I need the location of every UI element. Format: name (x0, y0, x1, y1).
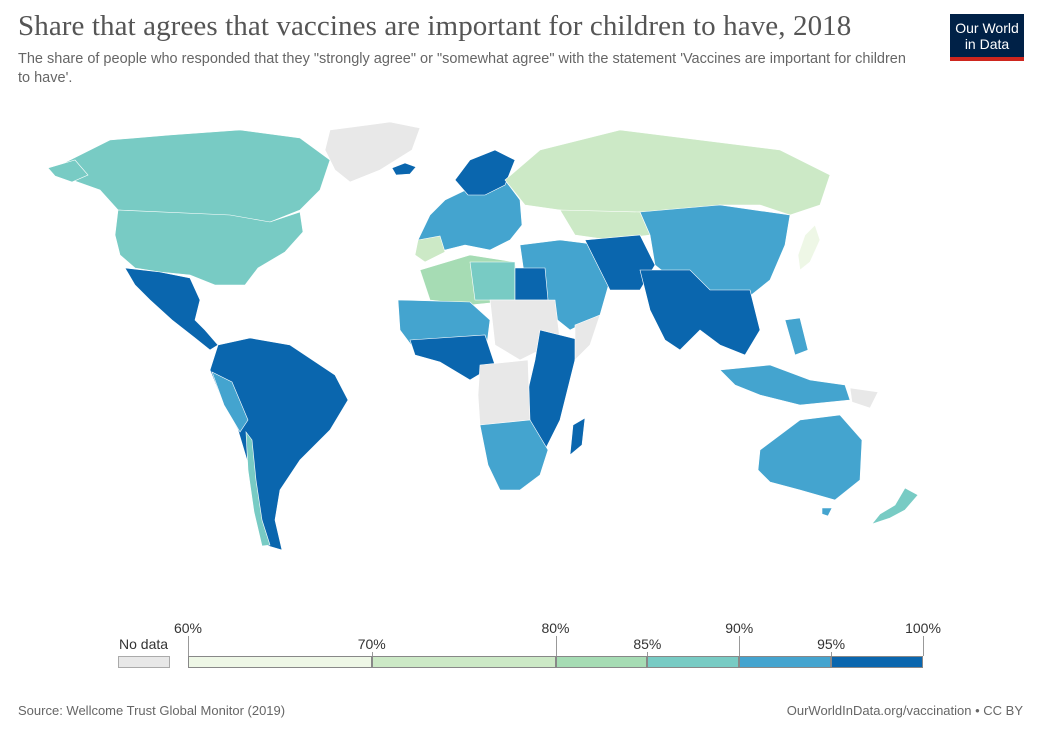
region-libya[interactable] (469, 261, 516, 301)
region-iberia[interactable] (414, 235, 446, 263)
region-tasmania[interactable] (821, 507, 833, 517)
region-japan[interactable] (797, 224, 821, 271)
chart-title: Share that agrees that vaccines are impo… (18, 10, 852, 42)
source-url[interactable]: OurWorldInData.org/vaccination • CC BY (786, 703, 1023, 718)
region-greenland[interactable] (324, 121, 421, 183)
region-south-america[interactable] (209, 337, 349, 551)
region-madagascar[interactable] (569, 417, 586, 456)
region-russia[interactable] (504, 129, 831, 216)
region-europe[interactable] (417, 179, 523, 256)
region-papua-new-guinea[interactable] (849, 387, 879, 409)
legend-tick-line (647, 652, 649, 656)
logo-line-1: Our World (955, 20, 1019, 36)
world-map (47, 121, 919, 551)
logo-line-2: in Data (964, 36, 1010, 52)
legend-tick-label: 70% (357, 636, 386, 652)
region-indonesia[interactable] (719, 364, 851, 406)
region-india[interactable] (639, 269, 761, 356)
source-note: Source: Wellcome Trust Global Monitor (2… (18, 703, 286, 718)
legend-tick-line (555, 636, 557, 656)
legend-bin-5[interactable] (739, 656, 832, 668)
legend-tick-line (923, 636, 924, 656)
region-egypt[interactable] (514, 267, 549, 301)
legend-tick-label: 95% (817, 636, 846, 652)
region-peru[interactable] (211, 371, 249, 433)
region-central-africa[interactable] (477, 359, 531, 431)
legend-tick-line (188, 636, 189, 656)
owid-logo[interactable]: Our World in Data (950, 14, 1024, 61)
legend-tick-label: 100% (905, 620, 941, 636)
legend-tick-label: 90% (725, 620, 754, 636)
legend-tick-line (371, 652, 373, 656)
region-australia[interactable] (757, 414, 863, 501)
legend-tick-label: 80% (541, 620, 570, 636)
region-chile[interactable] (245, 431, 271, 547)
region-scandinavia[interactable] (454, 149, 516, 196)
region-new-zealand[interactable] (871, 487, 919, 525)
chart-subtitle: The share of people who responded that t… (18, 51, 906, 86)
region-gulf-of-guinea[interactable] (409, 334, 496, 381)
legend-tick-label: 85% (633, 636, 662, 652)
legend-no-data-label: No data (119, 636, 169, 652)
legend-bin-1[interactable] (188, 656, 372, 668)
region-south-west-asia[interactable] (584, 234, 656, 291)
legend-no-data-swatch (118, 656, 170, 668)
legend-tick-label: 60% (173, 620, 203, 636)
region-iceland[interactable] (391, 162, 417, 176)
legend: No data 60% 70% 80% 85% 90% 95% 100% (0, 612, 1043, 672)
region-philippines[interactable] (784, 317, 809, 356)
legend-tick-line (831, 652, 833, 656)
region-somalia[interactable] (574, 314, 601, 361)
region-canada[interactable] (59, 129, 331, 223)
legend-bin-3[interactable] (555, 656, 648, 668)
region-southern-africa[interactable] (479, 419, 549, 491)
region-alaska[interactable] (47, 159, 89, 183)
legend-bin-6[interactable] (831, 656, 923, 668)
legend-bin-2[interactable] (371, 656, 556, 668)
region-usa[interactable] (114, 209, 304, 286)
legend-tick-line (739, 636, 741, 656)
legend-bin-4[interactable] (647, 656, 740, 668)
